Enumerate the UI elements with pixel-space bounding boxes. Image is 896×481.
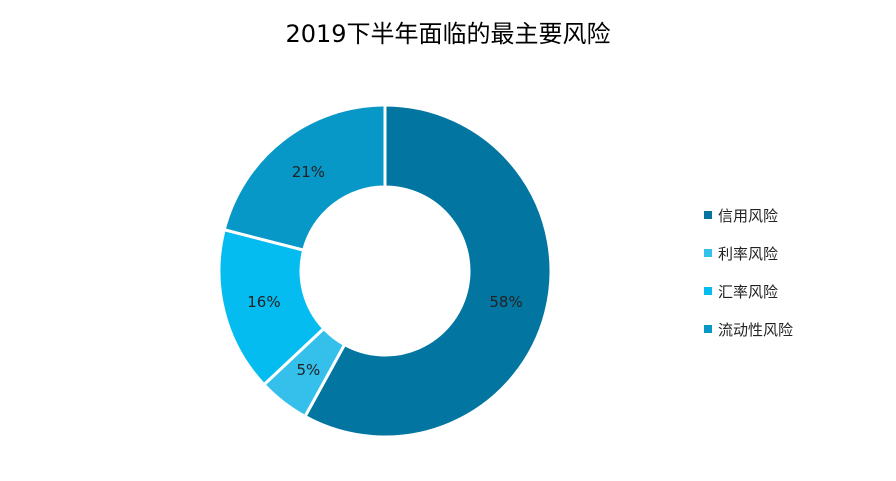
slice-label-1: 5% bbox=[296, 361, 320, 379]
legend-swatch-2 bbox=[704, 287, 712, 295]
slice-label-0: 58% bbox=[489, 293, 522, 311]
legend-swatch-1 bbox=[704, 249, 712, 257]
slice-label-2: 16% bbox=[247, 293, 280, 311]
legend-swatch-0 bbox=[704, 211, 712, 219]
slice-0 bbox=[302, 103, 553, 439]
chart-legend: 信用风险利率风险汇率风险流动性风险 bbox=[704, 196, 793, 348]
legend-swatch-3 bbox=[704, 325, 712, 333]
chart-title: 2019下半年面临的最主要风险 bbox=[285, 20, 611, 48]
legend-label-2: 汇率风险 bbox=[718, 282, 779, 301]
slice-label-3: 21% bbox=[292, 163, 325, 181]
legend-item-0: 信用风险 bbox=[704, 196, 793, 234]
legend-item-2: 汇率风险 bbox=[704, 272, 793, 310]
legend-label-1: 利率风险 bbox=[718, 244, 779, 263]
slice-3 bbox=[222, 103, 387, 252]
legend-label-0: 信用风险 bbox=[718, 206, 779, 225]
legend-label-3: 流动性风险 bbox=[718, 320, 794, 339]
legend-item-1: 利率风险 bbox=[704, 234, 793, 272]
legend-item-3: 流动性风险 bbox=[704, 310, 793, 348]
